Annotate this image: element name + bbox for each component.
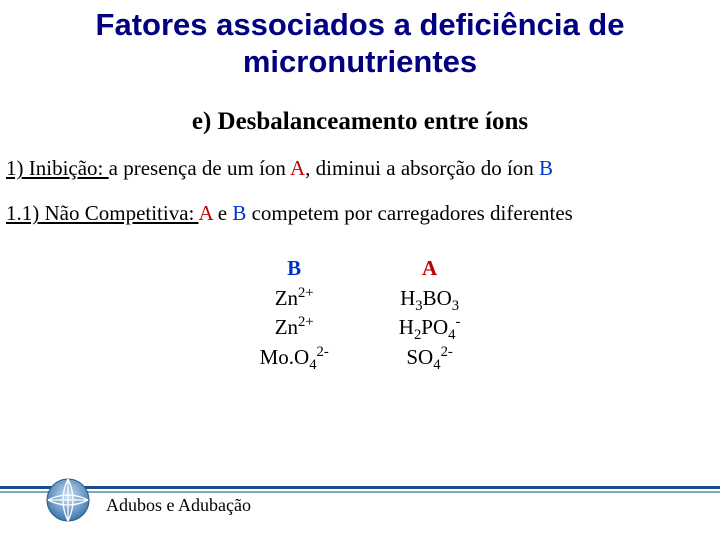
noncomp-mid: e	[213, 201, 233, 225]
ion-b-ref-2: B	[232, 201, 246, 225]
inhibition-label: 1) Inibição:	[6, 156, 109, 180]
footer-label: Adubos e Adubação	[106, 495, 720, 516]
cell-a-2: SO42-	[399, 343, 461, 372]
ion-b-ref-1: B	[539, 156, 553, 180]
ion-a-ref-2: A	[198, 201, 212, 225]
slide-title: Fatores associados a deficiência de micr…	[0, 0, 720, 82]
cell-a-0: H3BO3	[399, 284, 461, 313]
inhibition-text-2: , diminui a absorção do íon	[305, 156, 539, 180]
paragraph-noncompetitive: 1.1) Não Competitiva: A e B competem por…	[6, 201, 720, 226]
column-b-header: B	[260, 254, 329, 283]
column-b: B Zn2+ Zn2+ Mo.O42-	[260, 254, 329, 372]
footer-rule-primary	[0, 486, 720, 489]
title-line-1: Fatores associados a deficiência de	[96, 7, 625, 42]
footer-rule-secondary	[0, 491, 720, 493]
slide-subtitle: e) Desbalanceamento entre íons	[0, 108, 720, 136]
paragraph-inhibition: 1) Inibição: a presença de um íon A, dim…	[6, 156, 720, 181]
inhibition-text-1: a presença de um íon	[109, 156, 290, 180]
ion-table: B Zn2+ Zn2+ Mo.O42- A H3BO3 H2PO4- SO42-	[0, 254, 720, 372]
cell-b-1: Zn2+	[260, 313, 329, 342]
cell-a-1: H2PO4-	[399, 313, 461, 342]
noncomp-text: competem por carregadores diferentes	[246, 201, 573, 225]
column-a-header: A	[399, 254, 461, 283]
cell-b-2: Mo.O42-	[260, 343, 329, 372]
column-a: A H3BO3 H2PO4- SO42-	[399, 254, 461, 372]
globe-logo-icon	[44, 476, 92, 524]
noncomp-label: 1.1) Não Competitiva:	[6, 201, 198, 225]
title-line-2: micronutrientes	[243, 44, 477, 79]
cell-b-0: Zn2+	[260, 284, 329, 313]
ion-a-ref-1: A	[290, 156, 305, 180]
slide-footer: Adubos e Adubação	[0, 486, 720, 516]
